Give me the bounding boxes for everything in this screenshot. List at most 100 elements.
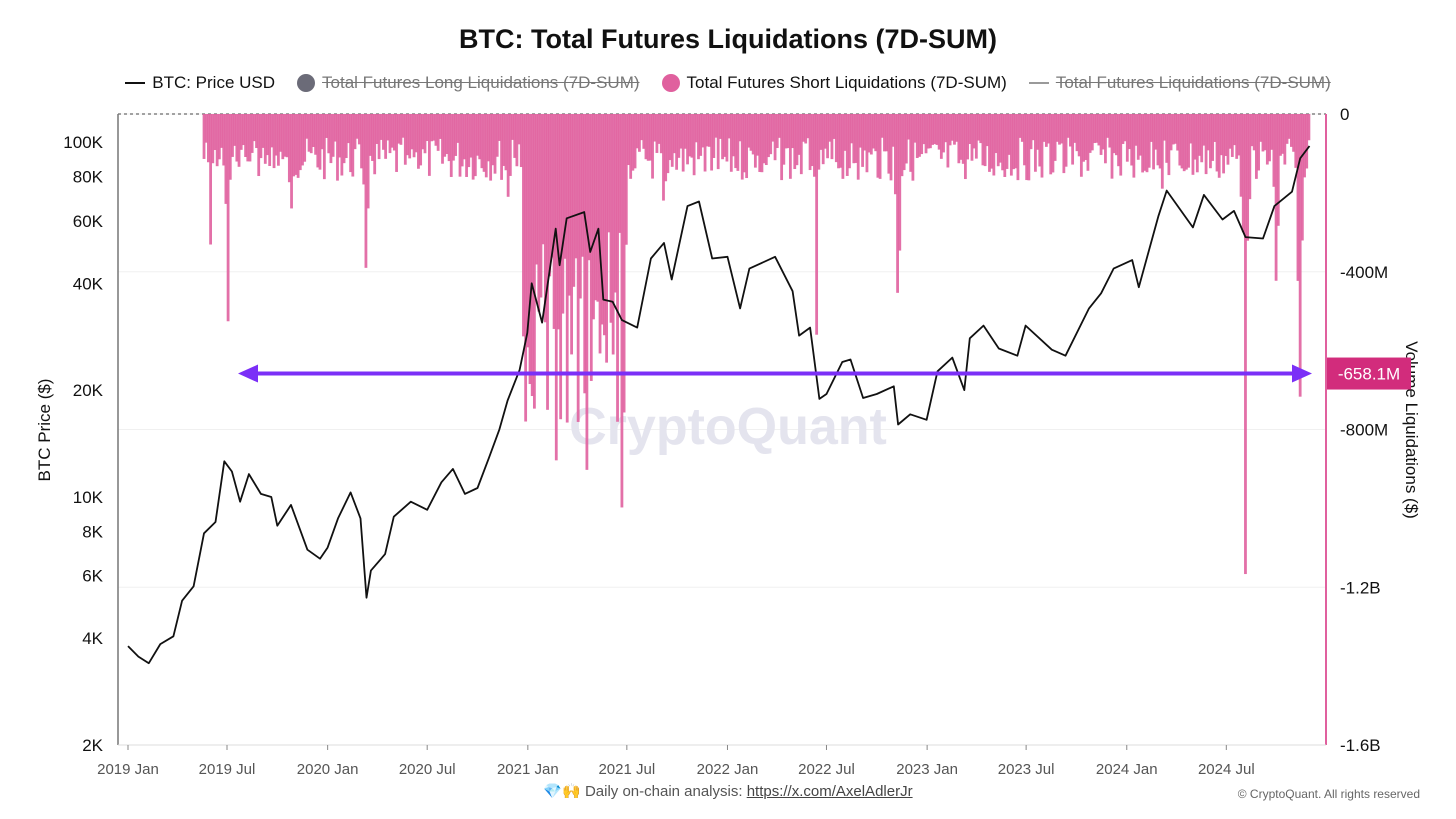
liquidation-bar <box>471 114 475 180</box>
liquidation-bar <box>996 114 1000 167</box>
liquidation-bar <box>371 114 374 161</box>
liquidation-bar <box>583 114 587 394</box>
liquidation-bar <box>340 114 344 176</box>
liquidation-bar <box>769 114 773 155</box>
btc-price-line <box>127 145 1311 665</box>
liquidation-bar <box>843 114 847 151</box>
liquidation-bar <box>473 114 477 177</box>
liquidation-bar <box>244 114 247 157</box>
liquidation-bar <box>850 114 854 144</box>
liquidation-bar <box>1184 114 1188 170</box>
chart-legend: BTC: Price USD Total Futures Long Liquid… <box>0 70 1456 96</box>
liquidation-bar <box>322 114 326 180</box>
liquidation-bar <box>736 114 740 171</box>
liquidation-bar <box>1154 114 1158 150</box>
legend-item-price[interactable]: BTC: Price USD <box>125 73 275 93</box>
liquidation-bar <box>620 114 624 508</box>
liquidation-bar <box>1244 114 1247 575</box>
liquidation-bar <box>423 114 427 154</box>
liquidation-bar <box>502 114 506 166</box>
liquidation-bar <box>489 114 493 181</box>
liquidation-bar <box>351 114 355 177</box>
liquidation-bar <box>274 114 278 156</box>
liquidation-bar <box>655 114 659 153</box>
liquidation-bar <box>946 114 950 168</box>
liquidation-bar <box>1007 114 1011 155</box>
liquidation-bar <box>631 114 635 171</box>
liquidation-bar <box>530 114 534 397</box>
liquidation-bar <box>690 114 694 158</box>
liquidation-bar <box>495 114 499 157</box>
liquidation-bar <box>259 114 263 159</box>
liquidation-bar <box>338 114 342 158</box>
liquidation-bar <box>1093 114 1096 144</box>
liquidation-bar <box>211 114 215 164</box>
liquidation-bar <box>648 114 652 161</box>
liquidation-bar <box>1300 114 1304 241</box>
liquidation-bar <box>611 114 615 355</box>
liquidation-bar <box>723 114 727 157</box>
liquidation-bar <box>587 114 591 261</box>
liquidation-bar <box>1099 114 1103 155</box>
liquidation-bar <box>815 114 819 335</box>
liquidation-bar <box>1132 114 1136 178</box>
liquidation-bar <box>603 114 606 336</box>
liquidation-bar <box>268 114 272 166</box>
liquidation-bar <box>1294 114 1298 168</box>
liquidation-bar <box>775 114 779 149</box>
liquidation-bar <box>539 114 543 298</box>
liquidation-bar <box>592 114 595 320</box>
y-left-tick-label: 40K <box>73 274 104 293</box>
liquidation-bar <box>638 114 641 152</box>
legend-item-long-liquidations[interactable]: Total Futures Long Liquidations (7D-SUM) <box>297 73 640 93</box>
liquidation-bar <box>885 114 889 152</box>
x-tick-label: 2024 Jul <box>1198 761 1255 778</box>
liquidation-bar <box>605 114 608 363</box>
liquidation-bar <box>246 114 250 162</box>
liquidation-bar <box>1272 114 1276 187</box>
footer-link[interactable]: https://x.com/AxelAdlerJr <box>746 783 913 800</box>
liquidation-bar <box>320 114 324 150</box>
liquidation-bar <box>1290 114 1293 147</box>
liquidation-bar <box>994 114 998 154</box>
liquidation-bar <box>640 114 644 141</box>
liquidation-bar <box>1163 114 1166 141</box>
liquidation-bar <box>600 114 604 325</box>
liquidation-bar <box>1023 114 1026 166</box>
liquidation-bar <box>482 114 486 172</box>
arrow-right-icon <box>1292 364 1312 383</box>
liquidation-bar <box>277 114 280 166</box>
liquidation-bar <box>675 114 679 170</box>
liquidation-bar <box>721 114 724 160</box>
liquidation-bar <box>333 114 337 142</box>
legend-item-short-liquidations[interactable]: Total Futures Short Liquidations (7D-SUM… <box>661 73 1007 93</box>
liquidation-bar <box>287 114 291 183</box>
liquidation-bar <box>513 114 517 158</box>
liquidation-bar <box>948 114 952 146</box>
liquidation-bar <box>1069 114 1072 147</box>
liquidation-bar <box>283 114 287 157</box>
liquidation-bar <box>1167 114 1171 176</box>
liquidation-bar <box>810 114 814 167</box>
liquidation-bar <box>465 114 468 177</box>
liquidation-bar <box>1257 114 1260 171</box>
liquidation-bar <box>1097 114 1101 146</box>
liquidation-bar <box>392 114 396 151</box>
liquidation-bar <box>799 114 803 175</box>
liquidation-bar <box>834 114 838 163</box>
y-right-tick-label: 0 <box>1340 105 1349 124</box>
legend-item-total-liquidations[interactable]: Total Futures Liquidations (7D-SUM) <box>1028 73 1331 93</box>
liquidation-bar <box>1104 114 1107 164</box>
liquidation-bar <box>926 114 930 149</box>
liquidation-bar <box>390 114 394 148</box>
liquidation-bar <box>968 114 972 145</box>
liquidation-bar <box>1178 114 1182 166</box>
liquidation-bar <box>1001 114 1005 171</box>
liquidation-bar <box>1169 114 1173 151</box>
liquidation-bar <box>578 114 582 299</box>
liquidation-bar <box>1082 114 1085 162</box>
liquidation-bar <box>747 114 751 148</box>
liquidation-bar <box>1088 114 1092 153</box>
liquidation-bar <box>382 114 385 150</box>
